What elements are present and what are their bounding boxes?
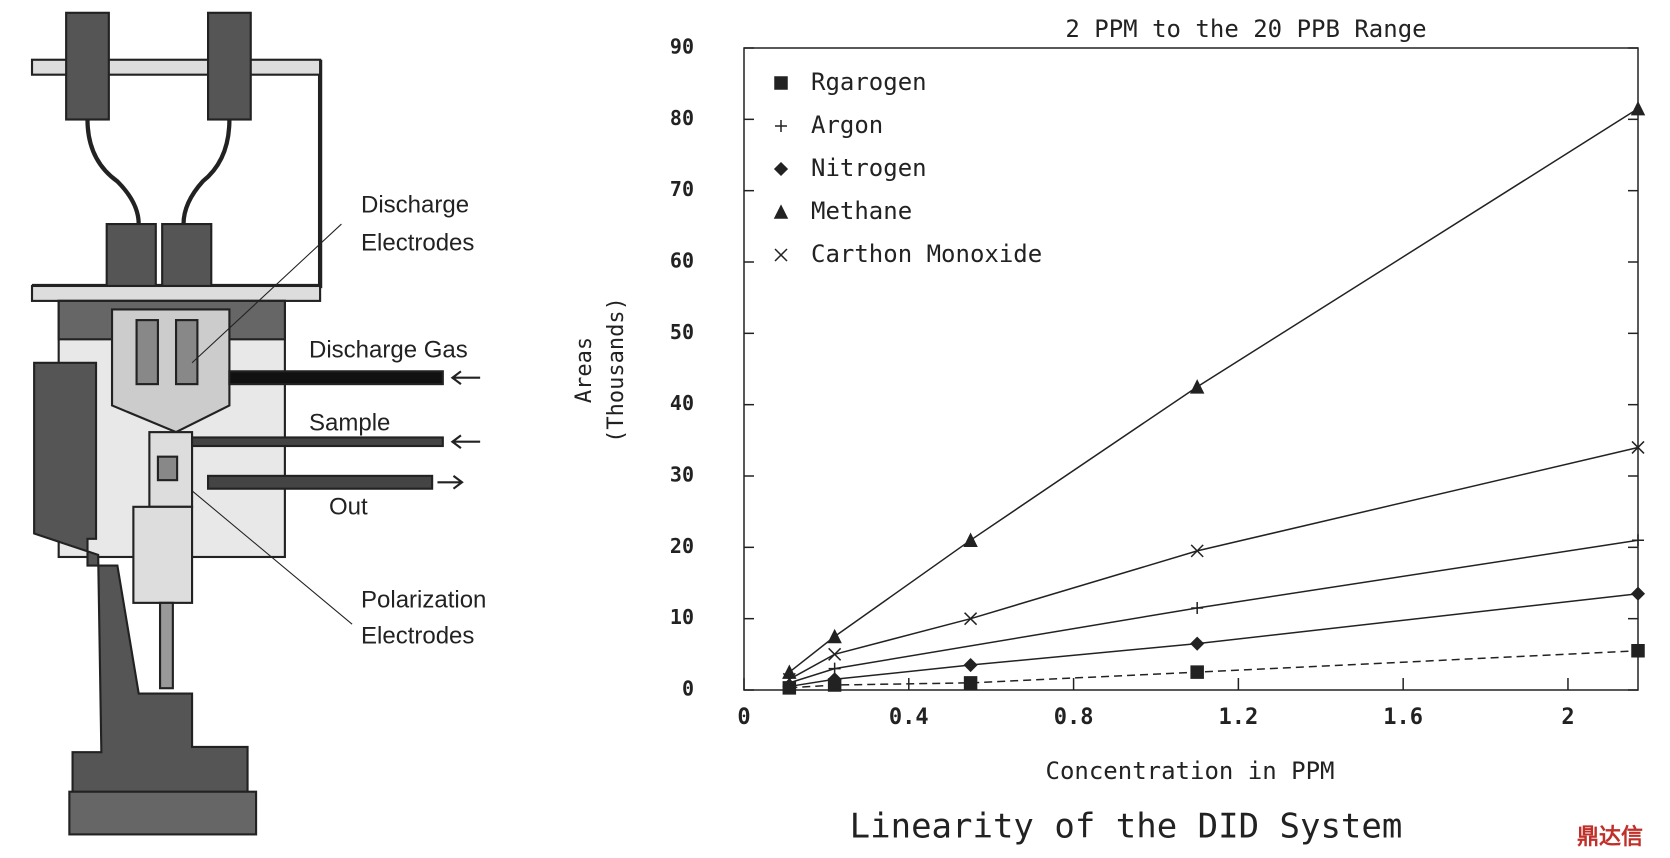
y-tick-label: 90 bbox=[670, 35, 694, 59]
y-tick-label: 40 bbox=[670, 391, 694, 415]
series-line bbox=[788, 446, 1639, 680]
diagram-label: Discharge Gas bbox=[309, 336, 468, 363]
flow-arrows bbox=[437, 370, 481, 490]
sample-tube bbox=[190, 436, 444, 448]
marker bbox=[1632, 534, 1644, 547]
mid-plate bbox=[30, 284, 322, 302]
chart-title: 2 PPM to the 20 PPB Range bbox=[1065, 15, 1426, 43]
x-tick-label: 0.4 bbox=[889, 705, 929, 730]
marker bbox=[782, 672, 796, 686]
series-line bbox=[789, 650, 1639, 689]
caption: Linearity of the DID System bbox=[850, 807, 1403, 847]
plot-frame bbox=[743, 47, 1639, 691]
discharge-cell bbox=[110, 308, 231, 434]
rod bbox=[158, 601, 174, 690]
x-tick-label: 0.8 bbox=[1054, 705, 1094, 730]
legend-marker bbox=[774, 248, 788, 262]
legend-marker bbox=[773, 161, 789, 177]
marker bbox=[782, 664, 797, 679]
y-tick-label: 60 bbox=[670, 249, 694, 273]
marker bbox=[1631, 644, 1645, 658]
y-axis-label: Areas bbox=[572, 337, 597, 403]
marker bbox=[963, 657, 978, 673]
diagram-label: Sample bbox=[309, 409, 390, 436]
diagram-label: Electrodes bbox=[361, 622, 474, 649]
marker bbox=[964, 612, 978, 626]
marker bbox=[1631, 440, 1645, 454]
out-tube bbox=[206, 474, 434, 490]
diagram-label: Discharge bbox=[361, 191, 469, 218]
marker bbox=[1191, 601, 1204, 614]
base-fitting bbox=[68, 790, 258, 836]
legend-marker bbox=[773, 204, 789, 219]
y-axis-label: (Thousands) bbox=[604, 297, 629, 443]
marker bbox=[828, 647, 842, 661]
x-tick-label: 2 bbox=[1561, 705, 1574, 730]
electrode-cap bbox=[105, 223, 157, 292]
legend-label: Methane bbox=[811, 197, 912, 225]
marker bbox=[1190, 544, 1204, 558]
y-tick-label: 0 bbox=[682, 677, 694, 701]
mount bbox=[33, 361, 249, 802]
legend-label: Carthon Monoxide bbox=[811, 240, 1042, 268]
y-tick-label: 10 bbox=[670, 605, 694, 629]
marker bbox=[963, 676, 978, 690]
y-tick-label: 30 bbox=[670, 463, 694, 487]
marker bbox=[782, 679, 797, 694]
marker bbox=[1190, 636, 1205, 651]
y-tick-label: 80 bbox=[670, 106, 694, 130]
diagram-label: Electrodes bbox=[361, 229, 474, 256]
x-tick-label: 1.6 bbox=[1383, 705, 1423, 730]
watermark: 鼎达信 bbox=[1577, 824, 1643, 850]
y-tick-label: 50 bbox=[670, 320, 694, 344]
legend-label: Rgarogen bbox=[811, 68, 927, 96]
apparatus-diagram bbox=[30, 11, 481, 836]
marker bbox=[827, 672, 842, 687]
electrode bbox=[156, 455, 179, 482]
legend-marker bbox=[774, 76, 788, 90]
x-tick-label: 1.2 bbox=[1219, 705, 1259, 730]
marker bbox=[1630, 100, 1646, 116]
x-axis-label: Concentration in PPM bbox=[1046, 757, 1335, 785]
marker bbox=[1630, 586, 1646, 601]
discharge-gas-tube bbox=[228, 370, 444, 386]
insulator bbox=[132, 505, 194, 604]
marker bbox=[1189, 379, 1205, 394]
electrode-cap bbox=[161, 223, 213, 292]
wires bbox=[85, 119, 232, 225]
x-tick-label: 0 bbox=[737, 705, 750, 730]
series-line bbox=[789, 592, 1639, 688]
y-tick-label: 20 bbox=[670, 534, 694, 558]
marker bbox=[1190, 665, 1204, 679]
connector bbox=[206, 11, 252, 121]
connector bbox=[65, 11, 110, 121]
electrode bbox=[135, 319, 159, 386]
legend-label: Argon bbox=[811, 111, 883, 139]
electrode bbox=[174, 319, 199, 386]
legend-label: Nitrogen bbox=[811, 154, 927, 182]
marker bbox=[963, 532, 978, 547]
diagram-label: Polarization bbox=[361, 586, 486, 613]
series-line bbox=[789, 539, 1639, 684]
legend-marker bbox=[775, 120, 787, 132]
series-line bbox=[788, 107, 1639, 673]
marker bbox=[827, 628, 842, 644]
leader-lines bbox=[191, 223, 353, 625]
y-tick-label: 70 bbox=[670, 177, 694, 201]
diagram-label: Out bbox=[329, 493, 368, 520]
